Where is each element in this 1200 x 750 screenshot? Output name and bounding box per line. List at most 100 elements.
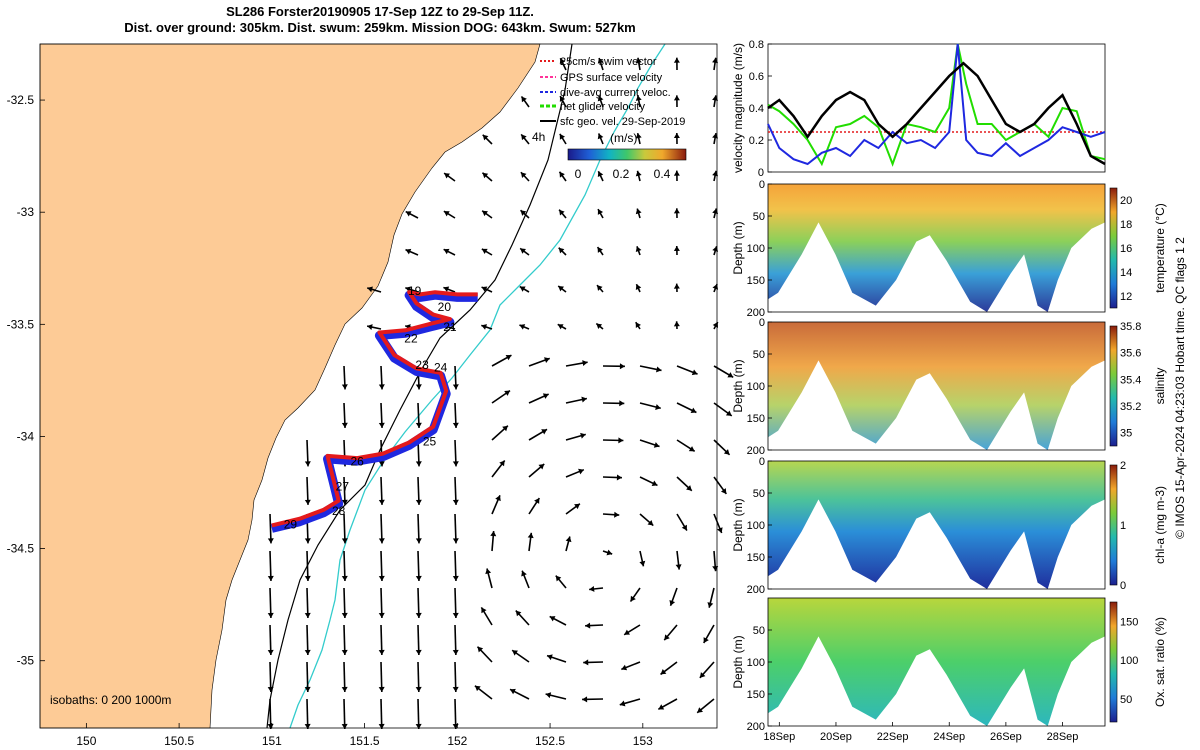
colorbar-tick-label: 20 [1120,195,1132,207]
colorbar-tick-label: 16 [1120,243,1132,255]
velocity-arrow-head [712,170,719,177]
velocity-arrow-head [538,463,545,470]
velocity-arrow-head [673,133,680,139]
velocity-arrow-head [681,524,687,531]
legend-entry-gps: GPS surface velocity [560,72,663,84]
velocity-arrow-head [619,400,625,407]
velocity-arrow-head [521,134,527,141]
velocity-arrow-head [405,286,412,293]
velocity-arrow-head [341,686,348,692]
map-y-tick-label: -33.5 [7,317,35,331]
velocity-arrow-head [505,354,512,361]
velocity-arrow-head [267,538,274,544]
velocity-arrow-head [415,686,422,692]
section-panel-salinity: 0 50 100 150 200 Depth (m) 35.8 35.6 35.4 35.2 35 s… [731,317,1167,457]
velocity-arrow-head [725,410,732,416]
velocity-arrow-head [520,210,527,216]
velocity-arrow-head [712,57,719,64]
track-day-label: 28 [332,504,346,518]
velocity-arrow-head [378,575,385,581]
velocity-arrow-head [690,407,697,414]
map-x-tick-label: 151.5 [350,734,380,748]
section-y-tick-label: 0 [759,179,765,191]
section-x-tick-label: 18Sep [763,731,795,743]
land-mass [39,43,541,729]
velocity-arrow-head [378,499,385,505]
map-legend: 25cm/s swim vector GPS surface velocity … [532,56,687,181]
velocity-arrow-head [341,384,348,390]
velocity-arrow-head [619,700,626,707]
velocity-arrow-head [655,404,661,410]
velocity-series-dive_avg [767,43,1106,166]
velocity-arrow-head [527,532,534,539]
velocity-arrow-head [512,650,518,656]
velocity-arrow-head [542,393,549,399]
velocity-arrow-head [481,324,488,330]
velocity-arrow-head [712,95,719,101]
section-y-tick-label: 100 [747,381,765,393]
velocity-arrow-head [304,575,311,581]
velocity-arrow-head [443,286,450,293]
velocity-arrow-head [727,372,734,378]
track-day-label: 26 [350,455,364,469]
velocity-arrow-head [415,384,422,390]
velocity-arrow-head [504,390,511,396]
arrow-scale-label: 4h [532,130,545,144]
seafloor-mask [768,499,1105,589]
velocity-series-net_glider [767,43,1106,167]
velocity-arrow-head [452,461,459,467]
velocity-arrow-head [304,723,311,729]
map-x-tick-label: 152.5 [535,734,565,748]
section-y-label: Depth (m) [731,635,745,688]
section-colorbar [1109,464,1118,586]
velocity-arrow-head [481,286,488,292]
seafloor-mask [768,360,1105,450]
velocity-arrow-head [304,538,311,544]
velocity-arrow-head [673,245,680,252]
velocity-arrow-head [635,133,642,139]
velocity-arrow-head [415,649,422,655]
legend-entry-net-glider: net glider velocity [560,101,645,113]
velocity-arrow-head [582,696,588,703]
velocity-arrow-head [515,610,522,617]
section-y-tick-label: 50 [753,488,765,500]
colorbar-tick-label: 35.8 [1120,321,1141,333]
map-frame [39,43,718,729]
velocity-arrow-head [304,612,311,618]
velocity-arrow-head [581,396,587,403]
velocity-arrow-head [549,616,556,622]
velocity-arrow-head [583,659,589,666]
velocity-arrow-head [635,57,642,64]
velocity-arrow-head [697,707,703,713]
velocity-arrow-head [452,686,459,692]
map-y-tick-label: -33 [17,205,35,219]
section-x-tick-label: 24Sep [933,731,965,743]
velocity-arrow-head [452,538,459,544]
velocity-arrow-head [304,461,311,467]
velocity-arrow-head [378,538,385,544]
section-y-tick-label: 200 [747,584,765,596]
velocity-arrow-head [544,357,550,363]
velocity-arrow-head [415,422,422,428]
velocity-arrow-head [597,57,604,64]
velocity-arrow-head [557,324,564,330]
velocity-arrow-head [630,595,636,602]
velocity-arrow-head [558,285,565,292]
map-x-tick-label: 153 [633,734,653,748]
colorbar-label: Ox. sat. ratio (%) [1153,617,1167,707]
velocity-arrow-head [673,283,680,289]
colorbar-tick-label: 150 [1120,616,1138,628]
velocity-arrow-head [534,498,540,504]
velocity-arrow-head [558,247,565,254]
velocity-arrow-head [304,499,311,505]
section-y-tick-label: 100 [747,520,765,532]
velocity-y-tick-label: 0.2 [749,135,764,147]
map-x-ticks: 150 150.5 151 151.5 152 152.5 153 [76,723,653,748]
velocity-arrow-head [519,286,526,292]
map-y-ticks: -32.5 -33 -33.5 -34 -34.5 -35 [7,93,45,668]
legend-entry-sfc-geo: sfc geo. vel. 29-Sep-2019 [560,116,685,128]
velocity-arrow-head [635,322,641,329]
